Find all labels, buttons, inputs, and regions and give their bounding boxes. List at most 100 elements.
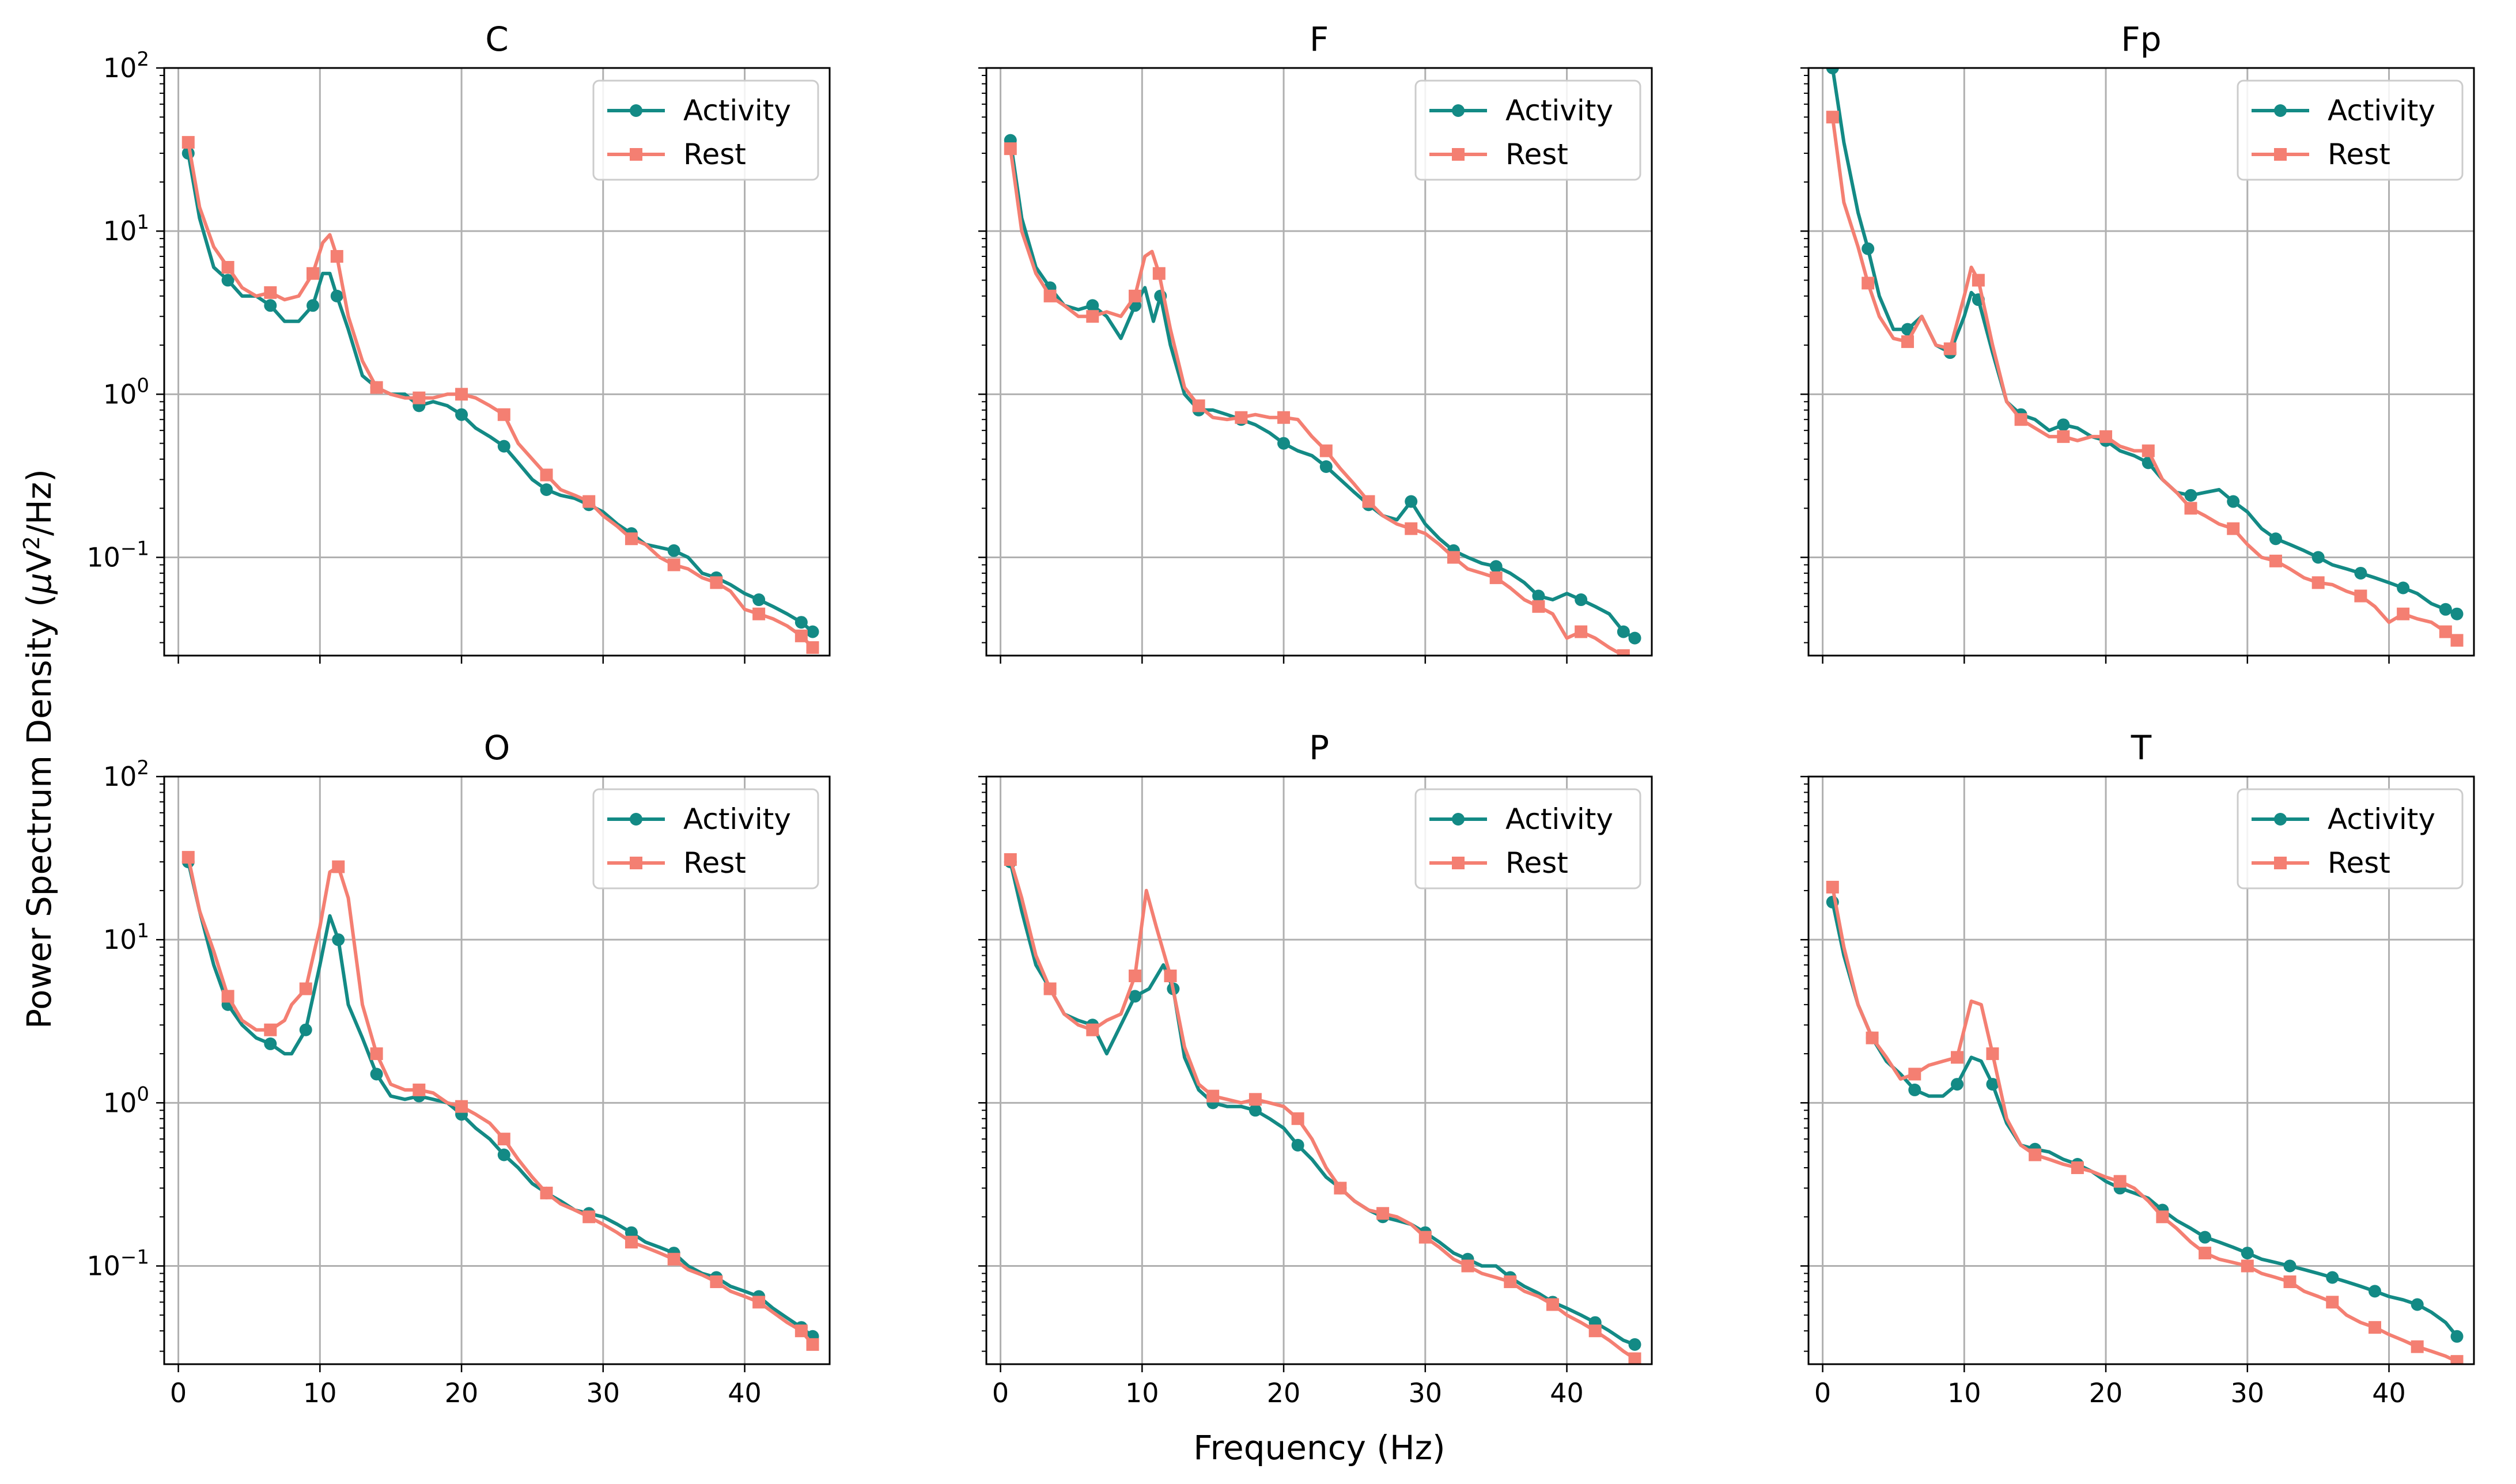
legend-marker-rest bbox=[630, 148, 642, 161]
legend-marker-rest bbox=[630, 857, 642, 869]
data-point-rest bbox=[1405, 522, 1418, 535]
x-tick-label: 0 bbox=[170, 1377, 187, 1409]
x-tick-label: 0 bbox=[992, 1377, 1009, 1409]
data-point-activity bbox=[667, 544, 680, 557]
data-point-activity bbox=[1291, 1138, 1304, 1152]
data-point-activity bbox=[2283, 1259, 2296, 1273]
data-point-rest bbox=[1943, 342, 1957, 355]
data-point-activity bbox=[1277, 437, 1291, 450]
y-axis-label-exp: 2 bbox=[19, 536, 44, 550]
data-point-rest bbox=[2227, 522, 2240, 535]
y-axis-label-main: Power Spectrum Density ( bbox=[20, 594, 59, 1029]
axes-frame bbox=[1807, 775, 2475, 1365]
data-point-rest bbox=[221, 990, 234, 1003]
data-point-rest bbox=[1418, 1231, 1432, 1244]
legend: Activity Rest bbox=[592, 788, 819, 889]
data-point-rest bbox=[2368, 1321, 2381, 1334]
data-point-rest bbox=[2029, 1148, 2042, 1161]
data-point-rest bbox=[1129, 969, 1142, 982]
data-point-rest bbox=[1826, 880, 1839, 894]
data-point-rest bbox=[2269, 554, 2282, 567]
data-point-rest bbox=[1862, 277, 1875, 290]
data-point-rest bbox=[2450, 634, 2464, 647]
series-line-activity bbox=[186, 861, 814, 1338]
series-line-rest bbox=[186, 142, 814, 649]
data-point-rest bbox=[794, 629, 808, 642]
data-point-rest bbox=[2057, 430, 2070, 443]
data-point-rest bbox=[2450, 1355, 2464, 1364]
x-tick-label: 40 bbox=[1550, 1377, 1584, 1409]
data-point-activity bbox=[1908, 1083, 1921, 1096]
data-point-rest bbox=[1192, 399, 1205, 412]
y-tick-label: 102 bbox=[103, 756, 149, 792]
data-point-rest bbox=[2071, 1161, 2084, 1175]
y-tick-label-base: 10 bbox=[103, 761, 137, 792]
y-tick-label-base: 10 bbox=[103, 1087, 137, 1118]
data-point-rest bbox=[2326, 1296, 2339, 1309]
axes-frame bbox=[1807, 67, 2475, 657]
y-tick-label: 100 bbox=[103, 1082, 149, 1118]
data-point-rest bbox=[2142, 444, 2155, 457]
panel-fp: Fp Activity Rest bbox=[1800, 20, 2475, 664]
series-line-rest bbox=[1830, 887, 2458, 1363]
data-point-rest bbox=[1277, 411, 1291, 424]
series-line-activity bbox=[186, 153, 814, 633]
data-point-activity bbox=[330, 289, 343, 302]
x-axis-label: Frequency (Hz) bbox=[1193, 1428, 1445, 1467]
data-point-rest bbox=[413, 391, 426, 404]
legend: Activity Rest bbox=[2237, 80, 2464, 181]
data-point-activity bbox=[1489, 560, 1503, 573]
data-point-rest bbox=[1086, 1023, 1099, 1036]
data-point-rest bbox=[1206, 1089, 1220, 1103]
plot-area bbox=[1004, 134, 1641, 656]
x-tick-label: 30 bbox=[587, 1377, 621, 1409]
panel-title: O bbox=[484, 728, 510, 767]
y-tick-label-base: 10 bbox=[103, 215, 137, 247]
legend-marker-activity bbox=[1452, 104, 1465, 117]
y-tick-label-exponent: 1 bbox=[137, 919, 149, 942]
data-point-activity bbox=[299, 1023, 312, 1036]
panel-title: F bbox=[1310, 20, 1329, 59]
data-point-rest bbox=[2311, 576, 2325, 589]
data-point-activity bbox=[1532, 589, 1545, 603]
data-point-activity bbox=[2199, 1231, 2212, 1244]
data-point-rest bbox=[181, 136, 195, 149]
data-point-activity bbox=[1826, 68, 1839, 74]
data-point-rest bbox=[1504, 1275, 1517, 1288]
axes-frame bbox=[985, 67, 1653, 657]
data-point-rest bbox=[181, 851, 195, 864]
plot-area bbox=[1826, 880, 2464, 1364]
data-point-rest bbox=[1164, 969, 1177, 982]
data-point-rest bbox=[1152, 267, 1166, 280]
data-point-rest bbox=[794, 1324, 808, 1338]
data-point-rest bbox=[497, 408, 510, 421]
plot-area bbox=[181, 136, 819, 654]
data-point-rest bbox=[455, 1100, 468, 1113]
y-tick-label: 102 bbox=[103, 48, 149, 84]
data-point-rest bbox=[2397, 607, 2410, 620]
legend-marker-activity bbox=[630, 813, 642, 826]
legend-label-rest: Rest bbox=[1505, 846, 1568, 880]
axes-frame bbox=[985, 775, 1653, 1365]
series-line-rest bbox=[1830, 116, 2458, 642]
y-tick-label-exponent: 1 bbox=[137, 211, 149, 234]
data-point-rest bbox=[1908, 1067, 1921, 1081]
axes-frame bbox=[163, 775, 831, 1365]
data-point-activity bbox=[2269, 532, 2282, 546]
data-point-activity bbox=[1248, 1104, 1262, 1117]
data-point-rest bbox=[806, 641, 819, 654]
data-point-activity bbox=[370, 1067, 383, 1081]
x-tick-label: 10 bbox=[1125, 1377, 1159, 1409]
x-tick-label: 0 bbox=[1814, 1377, 1831, 1409]
data-point-rest bbox=[1334, 1182, 1347, 1195]
data-point-rest bbox=[264, 1023, 277, 1036]
data-point-activity bbox=[2450, 607, 2464, 620]
data-point-activity bbox=[1129, 990, 1142, 1003]
legend-label-activity: Activity bbox=[2328, 802, 2435, 836]
series-line-rest bbox=[1008, 859, 1636, 1361]
data-point-rest bbox=[332, 860, 345, 873]
data-point-rest bbox=[1617, 649, 1630, 656]
data-point-rest bbox=[625, 532, 638, 546]
y-axis-label: Power Spectrum Density (μV2/Hz) bbox=[19, 469, 59, 1029]
